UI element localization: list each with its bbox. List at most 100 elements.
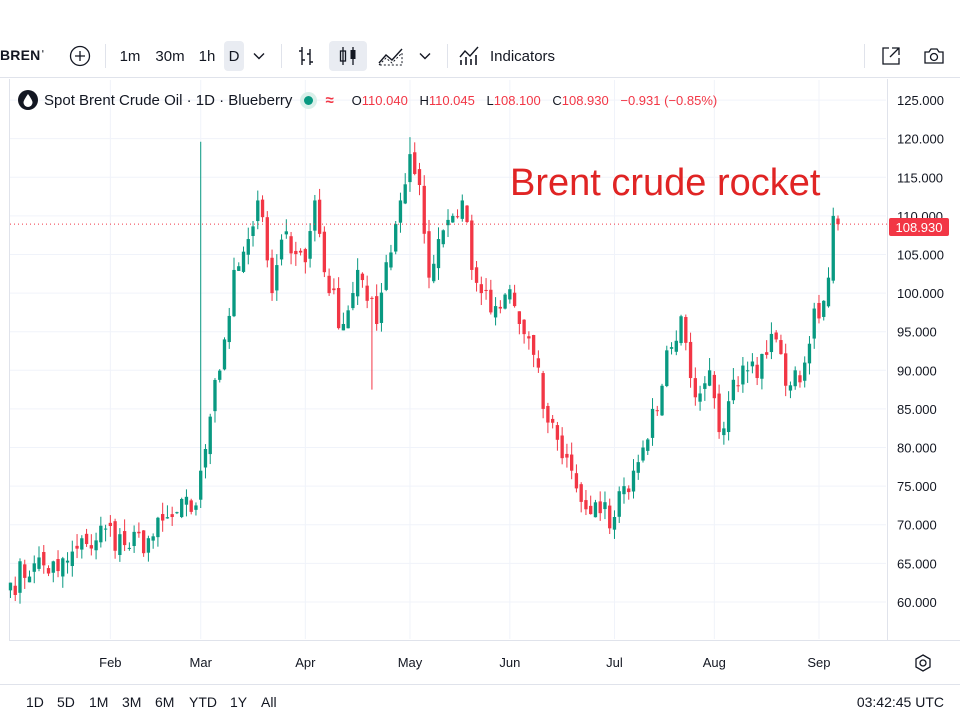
candle-body [807,343,812,364]
candle-body [427,231,431,278]
candle-body [627,488,631,493]
candle-body [118,534,122,556]
candle-body [788,385,793,391]
chart-pane[interactable] [9,79,887,640]
candle-body [355,269,360,297]
symbol-logo [18,90,38,110]
candle-body [379,292,384,323]
close-value: 108.930 [561,92,609,108]
legend-title[interactable]: Spot Brent Crude Oil · 1D · Blueberry [44,91,293,109]
candle-body [636,462,640,473]
candle-body [270,257,274,294]
candle-body [812,308,816,339]
range-6m-button[interactable]: 6M [155,694,175,710]
high-value: 110.045 [428,92,475,108]
candle-body [465,205,469,223]
candle-body [517,311,522,324]
candles-chart-type-button[interactable] [329,41,367,71]
candle-body [13,585,17,595]
price-axis[interactable] [887,79,960,640]
candle-body [646,439,650,451]
candle-body [441,230,445,245]
candle-body [707,370,712,386]
interval-30m-button[interactable]: 30m [155,47,185,65]
candlestick-icon [339,47,356,65]
candle-body [446,219,450,226]
candle-body [360,273,365,281]
chart-settings-button[interactable] [912,652,934,674]
utc-clock[interactable]: 03:42:45 UTC [856,694,944,710]
time-axis-border [9,640,960,641]
range-5d-button[interactable]: 5D [57,694,75,710]
candle-body [579,484,583,502]
candle-body [522,319,526,335]
range-1y-button[interactable]: 1Y [230,694,248,710]
low-value: 108.100 [493,92,541,108]
symbol-search-button[interactable]: BRENˈ [0,47,46,63]
candle-body [736,385,740,387]
candle-body [89,545,93,549]
range-1d-button[interactable]: 1D [26,694,44,710]
candle-body [836,218,840,225]
candle-body [70,551,74,567]
x-tick-label: Apr [295,655,316,670]
candle-body [641,447,645,461]
candle-body [413,152,417,174]
candle-body [603,502,607,510]
candle-body [232,269,236,317]
area-chart-type-button[interactable] [373,41,409,71]
y-tick-label: 95.000 [897,325,937,340]
x-tick-label: Jun [499,655,520,670]
candle-body [251,226,255,236]
bar-chart-type-button[interactable] [290,41,322,71]
candle-body [731,379,736,401]
fullscreen-button[interactable] [876,41,906,71]
range-bar: 1D 5D 1M 3M 6M YTD 1Y All 03:42:45 UTC [0,684,960,722]
range-all-button[interactable]: All [261,694,277,710]
range-ytd-button[interactable]: YTD [189,694,217,710]
candle-body [451,215,455,223]
compare-add-symbol-button[interactable] [66,41,94,71]
ohlc-bars-icon [299,47,313,65]
chart-annotation-text[interactable]: Brent crude rocket [510,162,821,204]
candle-body [565,453,569,458]
candle-body [294,250,298,255]
indicators-button[interactable]: Indicators [458,41,568,71]
interval-1h-button[interactable]: 1h [198,47,216,65]
candle-body [793,370,797,387]
candle-body [803,362,807,381]
delayed-data-icon[interactable]: ≈ [325,91,334,109]
interval-d-button[interactable]: D [224,41,244,71]
candle-body [460,200,464,219]
x-tick-labels: Feb Mar Apr May Jun Jul Aug Sep [99,655,830,670]
chart-type-dropdown-button[interactable] [414,41,436,71]
candle-body [674,340,678,352]
candle-body [194,505,198,510]
candle-body [80,538,84,550]
interval-dropdown-button[interactable] [248,41,270,71]
range-1m-button[interactable]: 1M [89,694,109,710]
candle-body [527,336,531,339]
interval-1m-button[interactable]: 1m [119,47,141,65]
candle-body [546,405,550,423]
range-3m-button[interactable]: 3M [122,694,142,710]
candle-body [717,393,721,433]
y-tick-labels: 125.000120.000115.000110.000105.000100.0… [897,93,944,610]
y-tick-label: 100.000 [897,286,944,301]
candle-body [336,288,341,329]
candle-body [23,564,27,578]
candle-body [684,316,688,343]
candle-body [750,361,755,367]
high-label: H [419,92,429,108]
candle-body [61,558,65,577]
candle-body [256,200,260,222]
candle-body [669,347,674,349]
chart-legend: Spot Brent Crude Oil · 1D · Blueberry ≈ … [18,88,725,112]
y-tick-label: 120.000 [897,132,944,147]
candle-body [246,239,250,255]
candle-body [127,547,132,549]
snapshot-button[interactable] [918,41,950,71]
candle-body [27,576,32,583]
candle-body [156,517,160,538]
